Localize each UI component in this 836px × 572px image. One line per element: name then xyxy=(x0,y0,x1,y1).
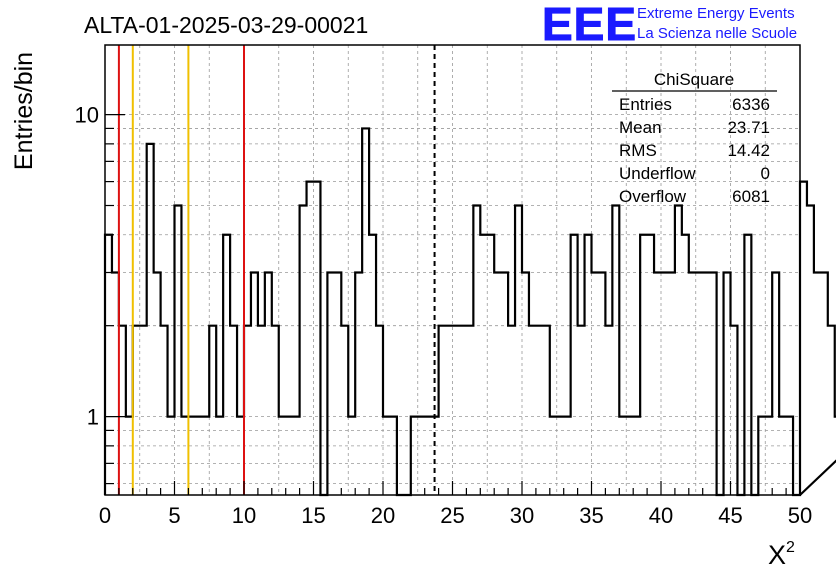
chart-title: ALTA-01-2025-03-29-00021 xyxy=(84,12,368,38)
eee-logo: EEE Extreme Energy Events La Scienza nel… xyxy=(542,0,798,51)
x-axis-label-sup: 2 xyxy=(786,539,795,556)
stats-label: RMS xyxy=(619,141,657,160)
y-axis-label: Entries/bin xyxy=(10,52,38,170)
histogram-line xyxy=(103,127,836,497)
org-name-line1: Extreme Energy Events xyxy=(637,5,795,22)
y-tick-label: 10 xyxy=(75,103,99,128)
stats-value: 0 xyxy=(761,164,770,183)
stats-value: 6081 xyxy=(732,187,770,206)
x-tick-label: 10 xyxy=(232,503,256,528)
stats-label: Underflow xyxy=(619,164,696,183)
stats-rows: Entries 6336 Mean 23.71 RMS 14.42 Underflow 0 Ov… xyxy=(619,95,770,206)
x-tick-label: 50 xyxy=(788,503,812,528)
x-tick-label: 20 xyxy=(371,503,395,528)
stats-value: 14.42 xyxy=(727,141,770,160)
x-tick-label: 25 xyxy=(440,503,464,528)
x-axis-label-main: X xyxy=(768,540,786,570)
stats-box-title: ChiSquare xyxy=(654,70,734,89)
histogram-series xyxy=(103,127,836,497)
stats-label: Overflow xyxy=(619,187,687,206)
x-tick-label: 30 xyxy=(510,503,534,528)
marker-lines xyxy=(117,45,436,495)
x-tick-label: 0 xyxy=(99,503,111,528)
y-tick-label: 1 xyxy=(87,405,99,430)
x-tick-label: 15 xyxy=(301,503,325,528)
eee-logo-text: EEE xyxy=(542,0,637,50)
stats-value: 23.71 xyxy=(727,118,770,137)
stats-label: Mean xyxy=(619,118,662,137)
y-tick-labels: 1 10 xyxy=(75,103,99,430)
stats-box: ChiSquare Entries 6336 Mean 23.71 RMS 14.42 Un… xyxy=(612,70,777,206)
x-tick-label: 35 xyxy=(579,503,603,528)
x-tick-label: 5 xyxy=(168,503,180,528)
stats-label: Entries xyxy=(619,95,672,114)
x-tick-label: 40 xyxy=(649,503,673,528)
axes xyxy=(104,44,801,496)
stats-value: 6336 xyxy=(732,95,770,114)
org-name-line2: La Scienza nelle Scuole xyxy=(637,25,797,42)
x-tick-labels: 0 5 10 15 20 25 30 35 40 45 50 xyxy=(99,503,812,528)
x-axis-label: X2 xyxy=(768,539,795,570)
x-tick-label: 45 xyxy=(718,503,742,528)
